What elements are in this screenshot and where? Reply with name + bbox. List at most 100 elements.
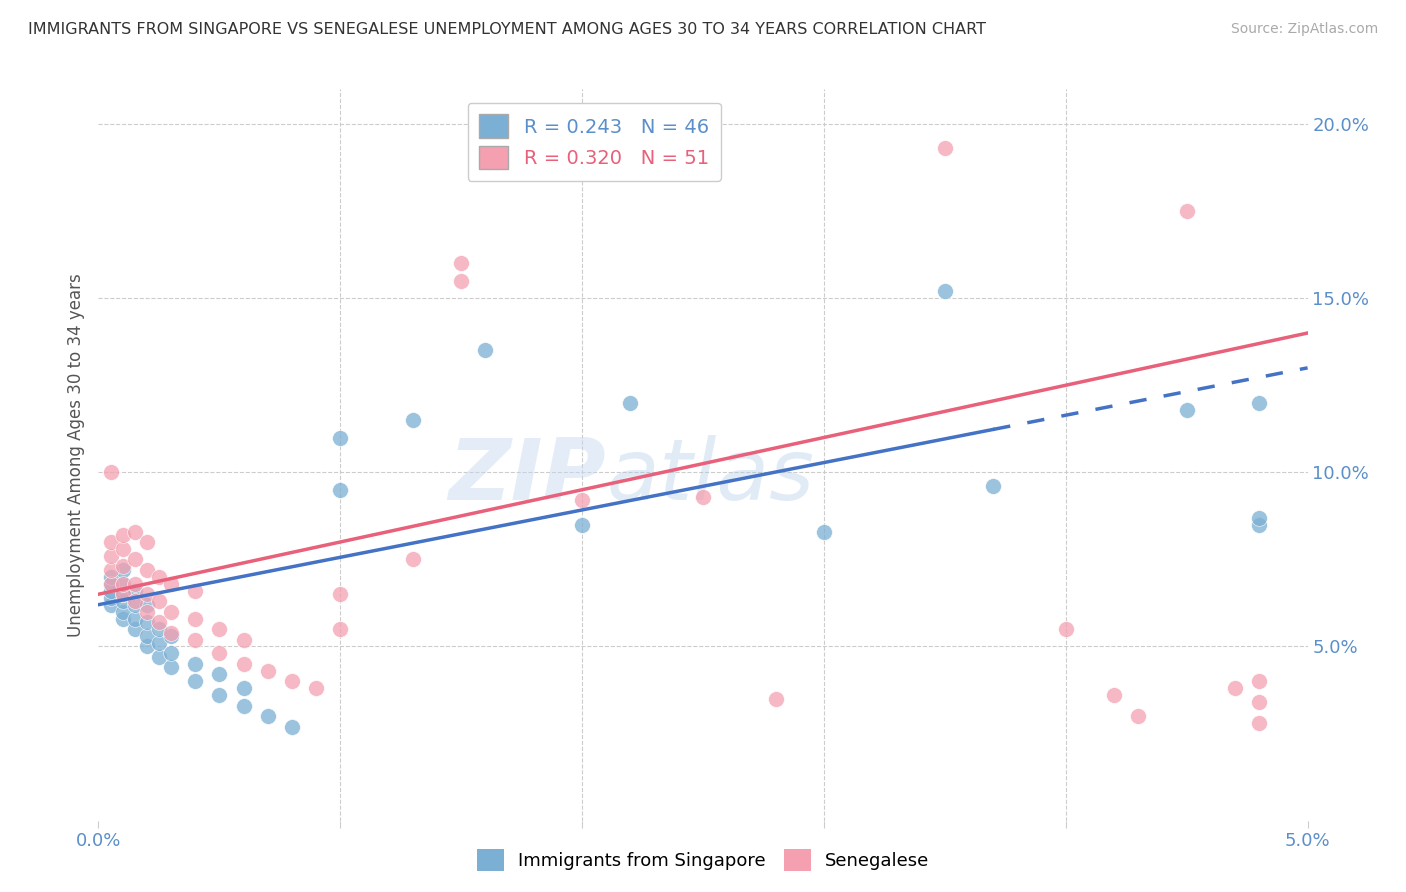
Point [208, 647, 231, 661]
Point [1054, 622, 1077, 636]
Point [160, 647, 183, 661]
Point [135, 563, 157, 577]
Point [232, 632, 254, 647]
Point [692, 490, 714, 504]
Point [124, 524, 146, 539]
Point [160, 660, 183, 674]
Point [160, 576, 183, 591]
Point [111, 605, 134, 619]
Point [256, 664, 278, 678]
Point [474, 343, 496, 358]
Point [148, 622, 170, 636]
Point [184, 583, 207, 598]
Point [111, 587, 134, 601]
Point [1175, 204, 1198, 219]
Point [111, 559, 134, 574]
Point [148, 615, 170, 629]
Text: atlas: atlas [606, 435, 814, 518]
Legend: Immigrants from Singapore, Senegalese: Immigrants from Singapore, Senegalese [470, 842, 936, 879]
Point [160, 625, 183, 640]
Point [232, 681, 254, 696]
Point [329, 587, 352, 601]
Point [124, 612, 146, 626]
Point [124, 583, 146, 598]
Y-axis label: Unemployment Among Ages 30 to 34 years: Unemployment Among Ages 30 to 34 years [66, 273, 84, 637]
Point [135, 615, 157, 629]
Point [135, 587, 157, 601]
Point [100, 466, 122, 480]
Point [1249, 510, 1271, 524]
Point [100, 549, 122, 563]
Point [160, 629, 183, 643]
Point [148, 636, 170, 650]
Point [135, 629, 157, 643]
Point [184, 657, 207, 671]
Point [111, 541, 134, 556]
Point [135, 640, 157, 654]
Point [208, 667, 231, 681]
Point [148, 649, 170, 664]
Point [148, 594, 170, 608]
Point [813, 524, 835, 539]
Point [184, 632, 207, 647]
Point [232, 657, 254, 671]
Text: IMMIGRANTS FROM SINGAPORE VS SENEGALESE UNEMPLOYMENT AMONG AGES 30 TO 34 YEARS C: IMMIGRANTS FROM SINGAPORE VS SENEGALESE … [28, 22, 986, 37]
Point [232, 698, 254, 713]
Point [402, 413, 425, 427]
Point [100, 563, 122, 577]
Legend: R = 0.243   N = 46, R = 0.320   N = 51: R = 0.243 N = 46, R = 0.320 N = 51 [468, 103, 721, 181]
Point [148, 570, 170, 584]
Point [281, 674, 304, 689]
Point [100, 591, 122, 605]
Point [1249, 695, 1271, 709]
Point [329, 483, 352, 497]
Point [111, 594, 134, 608]
Point [256, 709, 278, 723]
Point [100, 535, 122, 549]
Point [124, 576, 146, 591]
Point [1102, 688, 1125, 702]
Point [571, 493, 593, 508]
Text: Source: ZipAtlas.com: Source: ZipAtlas.com [1230, 22, 1378, 37]
Point [281, 720, 304, 734]
Point [981, 479, 1004, 493]
Point [450, 256, 472, 270]
Point [1249, 674, 1271, 689]
Point [100, 576, 122, 591]
Point [100, 583, 122, 598]
Text: ZIP: ZIP [449, 435, 606, 518]
Point [124, 552, 146, 566]
Point [135, 598, 157, 612]
Point [329, 622, 352, 636]
Point [184, 612, 207, 626]
Point [1223, 681, 1246, 696]
Point [111, 576, 134, 591]
Point [1249, 395, 1271, 409]
Point [100, 598, 122, 612]
Point [124, 594, 146, 608]
Point [124, 622, 146, 636]
Point [111, 563, 134, 577]
Point [1249, 517, 1271, 532]
Point [571, 517, 593, 532]
Point [111, 587, 134, 601]
Point [184, 674, 207, 689]
Point [100, 576, 122, 591]
Point [135, 605, 157, 619]
Point [619, 395, 641, 409]
Point [305, 681, 328, 696]
Point [934, 141, 956, 155]
Point [208, 688, 231, 702]
Point [208, 622, 231, 636]
Point [111, 612, 134, 626]
Point [934, 284, 956, 298]
Point [135, 535, 157, 549]
Point [160, 605, 183, 619]
Point [100, 570, 122, 584]
Point [1249, 716, 1271, 731]
Point [124, 598, 146, 612]
Point [111, 528, 134, 542]
Point [1175, 402, 1198, 417]
Point [765, 691, 787, 706]
Point [111, 576, 134, 591]
